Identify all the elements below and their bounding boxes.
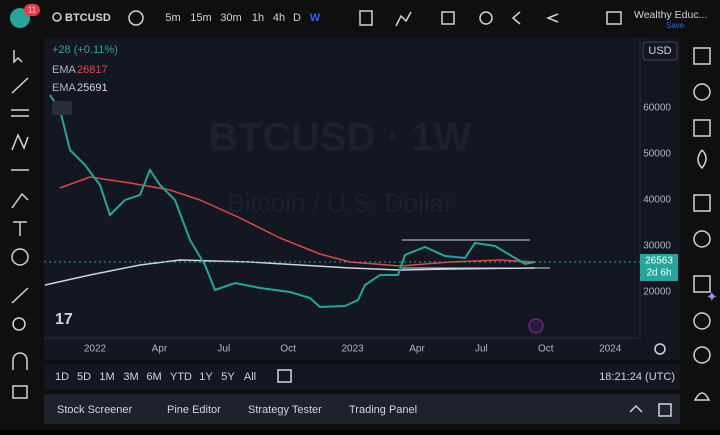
badge-count: 11	[28, 6, 37, 15]
last-price: 26563	[645, 256, 673, 267]
search-icon[interactable]	[52, 12, 62, 22]
panel-tab[interactable]: Pine Editor	[167, 404, 221, 416]
indicator-name: EMA	[52, 82, 77, 94]
price-label: 40000	[643, 195, 671, 206]
interval[interactable]: 4h	[273, 12, 285, 24]
price-label: 20000	[643, 287, 671, 298]
time-label: 2024	[599, 344, 622, 355]
text-tool[interactable]	[13, 221, 27, 236]
time-label: Apr	[409, 344, 425, 355]
range-button[interactable]: 5Y	[221, 371, 235, 383]
chart-pane	[44, 38, 680, 360]
sparkle-icon[interactable]: ✦	[706, 289, 718, 305]
last-price-tag	[640, 254, 678, 281]
date-range-icon[interactable]	[277, 369, 292, 383]
time-label: Jul	[475, 344, 488, 355]
time-label: Jul	[217, 344, 230, 355]
interval[interactable]: 15m	[190, 12, 211, 24]
price-label: 60000	[643, 103, 671, 114]
time-label: 2022	[84, 344, 107, 355]
ruler-tool[interactable]	[11, 287, 29, 304]
undo-icon[interactable]	[545, 13, 559, 23]
change: +28 (+0.11%)	[52, 44, 118, 56]
help-icon[interactable]	[693, 346, 711, 364]
range-button[interactable]: 6M	[146, 371, 161, 383]
watermark-symbol: BTCUSD · 1W	[209, 116, 471, 160]
lock-tool[interactable]	[12, 385, 28, 399]
range-button[interactable]: 1D	[55, 371, 69, 383]
collapse-legend[interactable]	[52, 101, 72, 115]
account-name[interactable]: Wealthy Educ...	[634, 9, 707, 21]
add-symbol[interactable]	[128, 10, 144, 26]
range-button[interactable]: 1Y	[199, 371, 213, 383]
notifications-icon[interactable]	[693, 392, 711, 401]
emoji-tool[interactable]	[11, 248, 29, 266]
range-bar	[44, 364, 680, 389]
range-button[interactable]: 5D	[77, 371, 91, 383]
bottom-panel	[44, 394, 680, 424]
currency[interactable]: USD	[648, 45, 671, 57]
indicator-value: 26817	[77, 64, 108, 76]
interval[interactable]: 1h	[252, 12, 264, 24]
time-label: 2023	[341, 344, 364, 355]
fullscreen-icon[interactable]	[606, 11, 622, 25]
interval[interactable]: D	[293, 12, 301, 24]
price-label: 30000	[643, 241, 671, 252]
replay-icon[interactable]	[511, 11, 521, 25]
currency-button[interactable]	[642, 41, 678, 61]
left-toolbar	[11, 50, 29, 399]
price-series	[49, 94, 536, 309]
zoom-tool[interactable]	[12, 317, 26, 331]
symbol[interactable]: BTCUSD	[65, 12, 111, 24]
watermark-name: Bitcoin / U.S. Dollar	[227, 188, 453, 218]
save-label[interactable]: Save	[666, 21, 685, 30]
alerts-icon[interactable]	[693, 83, 711, 101]
indicator-value: 25691	[77, 82, 108, 94]
settings-icon[interactable]	[654, 343, 666, 355]
expand-panel[interactable]	[629, 404, 643, 413]
indicator-name: EMA	[52, 64, 77, 76]
panel-tab[interactable]: Strategy Tester	[248, 404, 322, 416]
interval[interactable]: W	[310, 12, 321, 24]
chart-type-icon[interactable]	[359, 10, 373, 26]
indicators-icon[interactable]	[395, 11, 412, 27]
panel-tab[interactable]: Trading Panel	[349, 404, 417, 416]
calendar-icon[interactable]	[693, 194, 711, 212]
countdown: 2d 6h	[646, 268, 671, 279]
range-button[interactable]: YTD	[170, 371, 192, 383]
pattern-tool[interactable]	[11, 133, 29, 151]
range-button[interactable]: 1M	[99, 371, 114, 383]
ideas-icon[interactable]	[693, 230, 711, 248]
right-sidebar: ✦	[693, 47, 718, 401]
hotlist-icon[interactable]	[697, 149, 707, 170]
ema-long	[44, 259, 536, 286]
maximize-panel[interactable]	[658, 403, 672, 417]
time-label: Oct	[280, 344, 296, 355]
event-marker[interactable]	[528, 318, 544, 334]
time-label: Apr	[152, 344, 168, 355]
badge	[24, 4, 40, 16]
interval[interactable]: 30m	[220, 12, 241, 24]
alert-icon[interactable]	[479, 11, 493, 25]
time-label: Oct	[538, 344, 554, 355]
clock: 18:21:24 (UTC)	[599, 371, 675, 383]
watchlist-icon[interactable]	[693, 47, 711, 65]
stream-icon[interactable]	[693, 312, 711, 330]
layout-icon[interactable]	[441, 11, 455, 25]
range-button[interactable]: 3M	[123, 371, 138, 383]
range-button[interactable]: All	[244, 371, 256, 383]
data-window-icon[interactable]	[693, 119, 711, 137]
price-label: 50000	[643, 149, 671, 160]
tv-logo: 17	[55, 311, 73, 328]
line-tool[interactable]	[11, 77, 29, 94]
brush-tool[interactable]	[11, 192, 29, 209]
magnet-tool[interactable]	[12, 352, 28, 370]
interval[interactable]: 5m	[165, 12, 180, 24]
cursor-tool[interactable]	[13, 50, 23, 64]
chat-icon[interactable]	[693, 275, 711, 293]
panel-tab[interactable]: Stock Screener	[57, 404, 133, 416]
